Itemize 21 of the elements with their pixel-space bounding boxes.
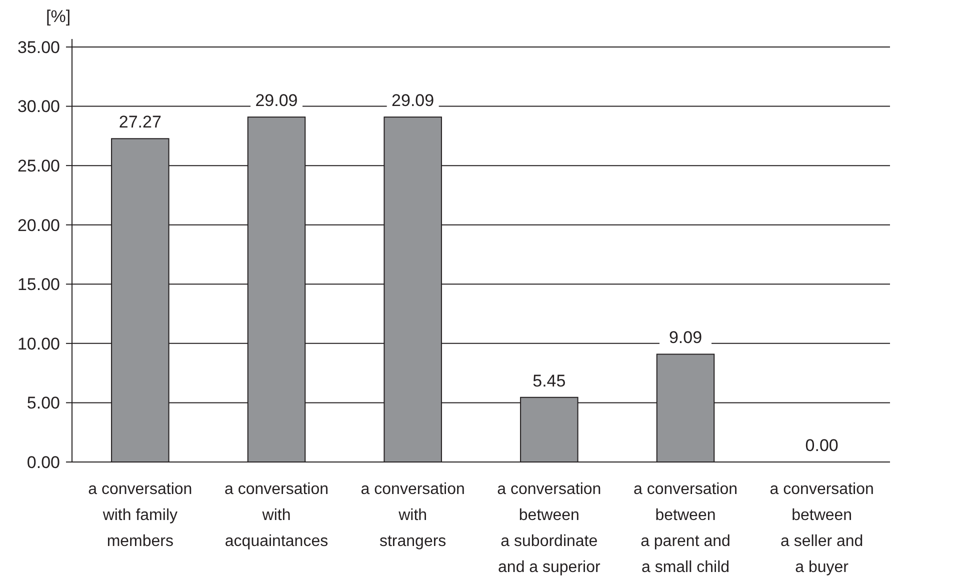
y-tick-label: 5.00 xyxy=(26,394,60,413)
x-tick-label: a conversation with family members xyxy=(88,481,192,550)
x-tick-label: a conversation with acquaintances xyxy=(224,481,329,550)
y-tick-label: 35.00 xyxy=(17,38,60,57)
y-tick-label: 25.00 xyxy=(17,156,60,176)
data-label: 5.45 xyxy=(532,371,566,390)
y-tick-label: 30.00 xyxy=(17,97,60,116)
x-tick-label: a conversation between a parent and a small child xyxy=(633,481,738,576)
x-tick-label: a conversation between a subordinate and a superior xyxy=(497,481,602,576)
data-label: 27.27 xyxy=(118,112,162,132)
y-tick-label: 15.00 xyxy=(17,275,60,294)
y-tick-label: 20.00 xyxy=(17,216,60,235)
y-tick-label: 0.00 xyxy=(26,452,60,472)
y-axis-title: [%] xyxy=(46,7,71,26)
x-tick-label: a conversation between a seller and a buyer xyxy=(770,481,874,576)
data-label: 0.00 xyxy=(805,436,838,455)
data-label: 29.09 xyxy=(255,91,298,110)
data-label: 9.09 xyxy=(668,328,702,348)
x-tick-label: a conversation with strangers xyxy=(360,481,465,550)
data-label: 29.09 xyxy=(392,91,434,110)
y-tick-label: 10.00 xyxy=(17,334,60,354)
